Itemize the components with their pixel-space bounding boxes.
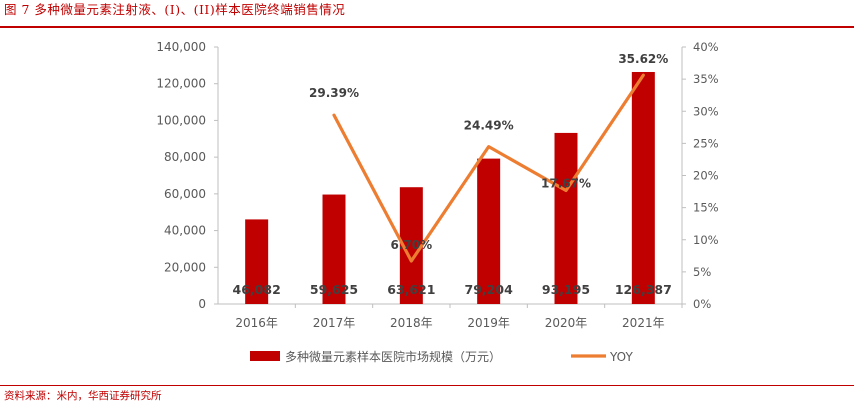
- x-tick-label: 2016年: [235, 316, 278, 330]
- y-right-tick-label: 25%: [693, 136, 719, 150]
- y-left-tick-label: 140,000: [156, 40, 206, 54]
- y-left-tick-label: 40,000: [164, 224, 206, 238]
- y-right-tick-label: 0%: [693, 297, 711, 311]
- x-tick-label: 2021年: [622, 316, 665, 330]
- bar-2021年: [631, 71, 655, 304]
- yoy-value-label: 24.49%: [464, 119, 514, 133]
- bar-value-label: 93,195: [542, 282, 590, 297]
- y-left-tick-label: 60,000: [164, 187, 206, 201]
- bar-2019年: [477, 158, 501, 304]
- yoy-value-label: 29.39%: [309, 86, 359, 100]
- y-right-tick-label: 35%: [693, 72, 719, 86]
- y-left-tick-label: 80,000: [164, 150, 206, 164]
- y-left-tick-label: 120,000: [156, 77, 206, 91]
- x-tick-label: 2018年: [390, 316, 433, 330]
- legend-bar-swatch: [250, 351, 280, 361]
- source-note: 资料来源：米内，华西证券研究所: [4, 390, 162, 402]
- x-tick-label: 2017年: [313, 316, 356, 330]
- bar-value-label: 79,204: [465, 282, 514, 297]
- y-right-tick-label: 30%: [693, 104, 719, 118]
- bar-value-label: 126,387: [615, 282, 672, 297]
- figure-title: 图 7 多种微量元素注射液、(I)、(II)样本医院终端销售情况: [4, 2, 346, 17]
- bar-2018年: [399, 187, 423, 304]
- y-right-tick-label: 10%: [693, 233, 719, 247]
- y-right-tick-label: 15%: [693, 201, 719, 215]
- legend-bar-label: 多种微量元素样本医院市场规模（万元）: [285, 349, 501, 364]
- y-left-tick-label: 0: [198, 297, 206, 311]
- bar-2016年: [245, 219, 269, 304]
- title-divider: [0, 26, 854, 28]
- yoy-value-label: 6.70%: [391, 238, 433, 252]
- yoy-value-label: 35.62%: [618, 52, 668, 66]
- bar-2017年: [322, 194, 346, 304]
- bar-value-label: 63,621: [387, 282, 435, 297]
- legend-line-label: YOY: [609, 350, 633, 364]
- y-left-tick-label: 100,000: [156, 113, 206, 127]
- x-tick-label: 2019年: [467, 316, 510, 330]
- bar-value-label: 59,625: [310, 282, 358, 297]
- bar-value-label: 46,082: [233, 282, 281, 297]
- y-right-tick-label: 5%: [693, 265, 711, 279]
- y-right-tick-label: 40%: [693, 40, 719, 54]
- y-left-tick-label: 20,000: [164, 260, 206, 274]
- x-tick-label: 2020年: [545, 316, 588, 330]
- yoy-value-label: 17.67%: [541, 176, 591, 190]
- bar-2020年: [554, 132, 578, 304]
- y-right-tick-label: 20%: [693, 169, 719, 183]
- footer-divider: [0, 385, 854, 386]
- yoy-line: [332, 73, 645, 263]
